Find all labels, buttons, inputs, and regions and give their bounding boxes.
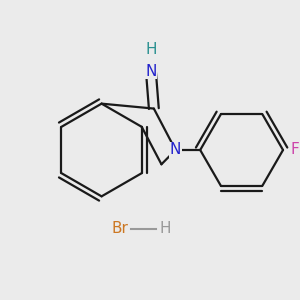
Text: N: N <box>170 142 181 158</box>
Text: H: H <box>160 221 171 236</box>
Text: N: N <box>145 64 157 79</box>
Text: H: H <box>145 42 157 57</box>
Text: F: F <box>291 142 300 158</box>
Text: Br: Br <box>111 221 128 236</box>
